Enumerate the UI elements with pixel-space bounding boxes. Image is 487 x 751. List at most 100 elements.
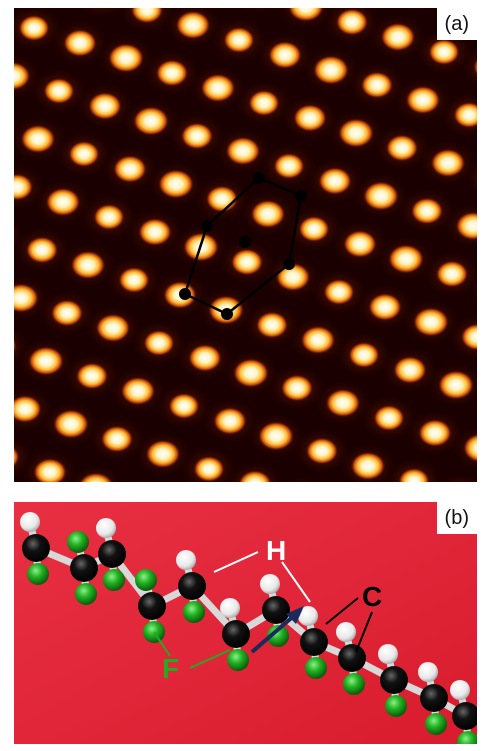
stm-bright-spot (145, 439, 181, 469)
hydrogen-atom (176, 550, 196, 570)
hydrogen-atom (336, 622, 356, 642)
stm-bright-spot (348, 341, 380, 369)
stm-bright-spot (410, 197, 444, 225)
stm-bright-spot (418, 419, 452, 447)
stm-bright-spot (428, 38, 460, 66)
stm-bright-spot (63, 29, 97, 57)
stm-bright-spot (435, 260, 469, 288)
stm-bright-spot (268, 41, 302, 69)
carbon-atom (420, 684, 448, 712)
hydrogen-atom (298, 606, 318, 626)
stm-bright-spot (293, 104, 327, 132)
stm-bright-spot (27, 346, 65, 376)
stm-bright-spot (238, 470, 272, 482)
panel-b-label: (b) (436, 502, 477, 534)
stm-bright-spot (20, 124, 56, 154)
stm-bright-spot (323, 278, 355, 306)
stm-bright-spot (300, 325, 336, 355)
carbon-atom (338, 644, 366, 672)
fluorine-label: F (162, 653, 179, 684)
stm-bright-spot (373, 404, 405, 432)
stm-bright-spot (132, 106, 170, 136)
carbon-atom (178, 572, 206, 600)
stm-bright-spot (130, 8, 164, 24)
stm-bright-spot (335, 8, 369, 36)
fluorine-atom (385, 695, 407, 717)
stm-bright-spot (180, 122, 214, 150)
stm-bright-spot (14, 173, 34, 201)
carbon-atom (222, 620, 250, 648)
stm-bright-spot (287, 8, 325, 22)
fluorine-atom (67, 531, 89, 553)
stm-bright-spot (318, 167, 352, 195)
stm-bright-spot (138, 218, 172, 246)
stm-bright-spot (393, 356, 427, 384)
stm-bright-spot (95, 313, 131, 343)
hexagon-center-dot (239, 236, 251, 248)
stm-bright-spot (223, 26, 255, 54)
stm-bright-spot (52, 409, 90, 439)
stm-bright-spot (78, 472, 114, 482)
stm-bright-spot (362, 181, 400, 211)
hydrogen-atom (418, 662, 438, 682)
fluorine-atom (183, 601, 205, 623)
stm-bright-spot (225, 136, 261, 166)
stm-bright-spot (107, 43, 145, 73)
stm-bright-spot (193, 455, 225, 482)
stm-bright-spot (213, 407, 247, 435)
stm-bright-spot (18, 14, 50, 42)
hydrogen-atom (220, 598, 240, 618)
fluorine-atom (227, 649, 249, 671)
stm-bright-spot (155, 59, 189, 87)
stm-bright-spot (455, 211, 477, 241)
stm-bright-spot (350, 451, 386, 481)
fluorine-atom (305, 657, 327, 679)
hydrogen-atom (260, 574, 280, 594)
hydrogen-atom (378, 644, 398, 664)
stm-bright-spot (188, 344, 222, 372)
stm-bright-spot (14, 61, 31, 91)
stm-bright-spot (460, 323, 477, 351)
hexagon-unit-cell-overlay (179, 172, 307, 320)
stm-bright-spot (118, 266, 150, 294)
stm-bright-spot (273, 152, 305, 180)
carbon-atom (300, 628, 328, 656)
stm-bright-spot (368, 293, 402, 321)
stm-bright-spot (325, 388, 361, 418)
stm-bright-spot (200, 73, 236, 103)
stm-bright-spot (312, 55, 350, 85)
fluorine-atom (27, 563, 49, 585)
stm-image-panel: (a) (14, 8, 477, 482)
stm-bright-spot (248, 89, 280, 117)
stm-bright-spot (157, 169, 195, 199)
stm-bright-spot (280, 374, 314, 402)
fluorine-atom (457, 731, 477, 744)
stm-bright-spot (412, 307, 450, 337)
stm-lattice-image (14, 8, 477, 482)
fluorine-atom (343, 673, 365, 695)
fluorine-atom (103, 569, 125, 591)
stm-bright-spot (175, 10, 211, 40)
carbon-atom (70, 554, 98, 582)
carbon-atom (452, 702, 477, 730)
stm-bright-spot (387, 244, 425, 274)
fluorine-atom (267, 625, 289, 647)
carbon-atom (262, 596, 290, 624)
stm-bright-spot (43, 77, 75, 105)
stm-bright-spot (473, 57, 477, 77)
stm-bright-spot (305, 437, 339, 465)
hydrogen-atom (96, 518, 116, 538)
stm-bright-spot (14, 283, 40, 313)
carbon-atom (22, 534, 50, 562)
hydrogen-atom (20, 512, 40, 532)
stm-bright-spot (230, 248, 264, 276)
stm-bright-spot (257, 421, 295, 451)
molecular-model-photo: H C F (14, 502, 477, 744)
carbon-atom (138, 592, 166, 620)
stm-bright-spot (45, 187, 81, 217)
stm-bright-spot (113, 155, 147, 183)
stm-bright-spot (430, 148, 466, 178)
stm-bright-spot (88, 92, 122, 120)
molecular-model-panel: H C F (b) (14, 502, 477, 744)
hydrogen-label: H (266, 535, 286, 566)
